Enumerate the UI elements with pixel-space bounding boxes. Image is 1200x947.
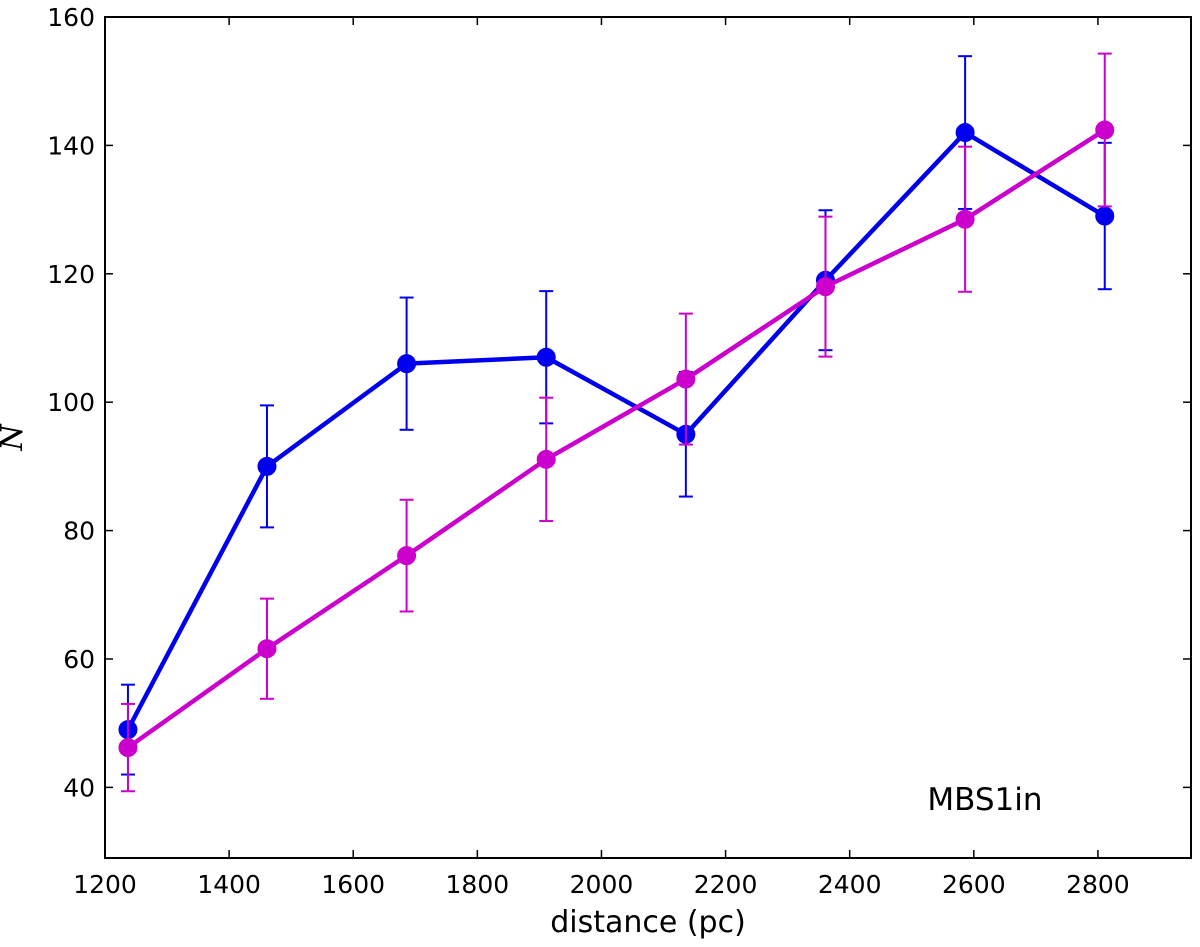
data-point xyxy=(118,738,138,758)
x-tick-label: 2600 xyxy=(942,870,1006,899)
x-tick-label: 1800 xyxy=(446,870,510,899)
y-tick-label: 80 xyxy=(63,517,95,546)
tick-layer: 1200 1400 1600 1800 2000 2200 2400 2600 2800 40 60… xyxy=(47,3,1191,899)
x-tick-label: 1200 xyxy=(73,870,137,899)
y-tick-label: 160 xyxy=(47,3,95,32)
y-tick-label: 100 xyxy=(47,388,95,417)
x-tick-label: 2400 xyxy=(818,870,882,899)
chart-annotation: MBS1in xyxy=(927,782,1042,818)
x-tick-label: 2800 xyxy=(1066,870,1130,899)
data-point xyxy=(676,369,696,389)
data-point xyxy=(955,209,975,229)
series-line xyxy=(126,128,1106,750)
data-point xyxy=(1095,120,1115,140)
y-tick-label: 40 xyxy=(63,773,95,802)
y-tick-label: 60 xyxy=(63,645,95,674)
data-point xyxy=(955,123,975,143)
x-tick-label: 1600 xyxy=(321,870,385,899)
plot-frame xyxy=(104,16,1192,859)
x-axis-label: distance (pc) xyxy=(550,905,746,940)
x-tick-label: 2200 xyxy=(694,870,758,899)
data-point xyxy=(815,277,835,297)
data-point xyxy=(257,456,277,476)
x-tick-label: 2000 xyxy=(570,870,634,899)
y-tick-label: 140 xyxy=(47,131,95,160)
data-point xyxy=(1095,206,1115,226)
x-tick-label: 1400 xyxy=(197,870,261,899)
series-layer xyxy=(118,52,1115,793)
y-tick-label: 120 xyxy=(47,260,95,289)
data-point xyxy=(397,354,417,374)
data-point xyxy=(536,347,556,367)
y-axis-label: N xyxy=(0,423,30,452)
series-line xyxy=(125,130,1106,731)
data-point xyxy=(257,639,277,659)
series-2 xyxy=(118,52,1115,793)
data-point xyxy=(536,449,556,469)
data-point xyxy=(397,546,417,566)
